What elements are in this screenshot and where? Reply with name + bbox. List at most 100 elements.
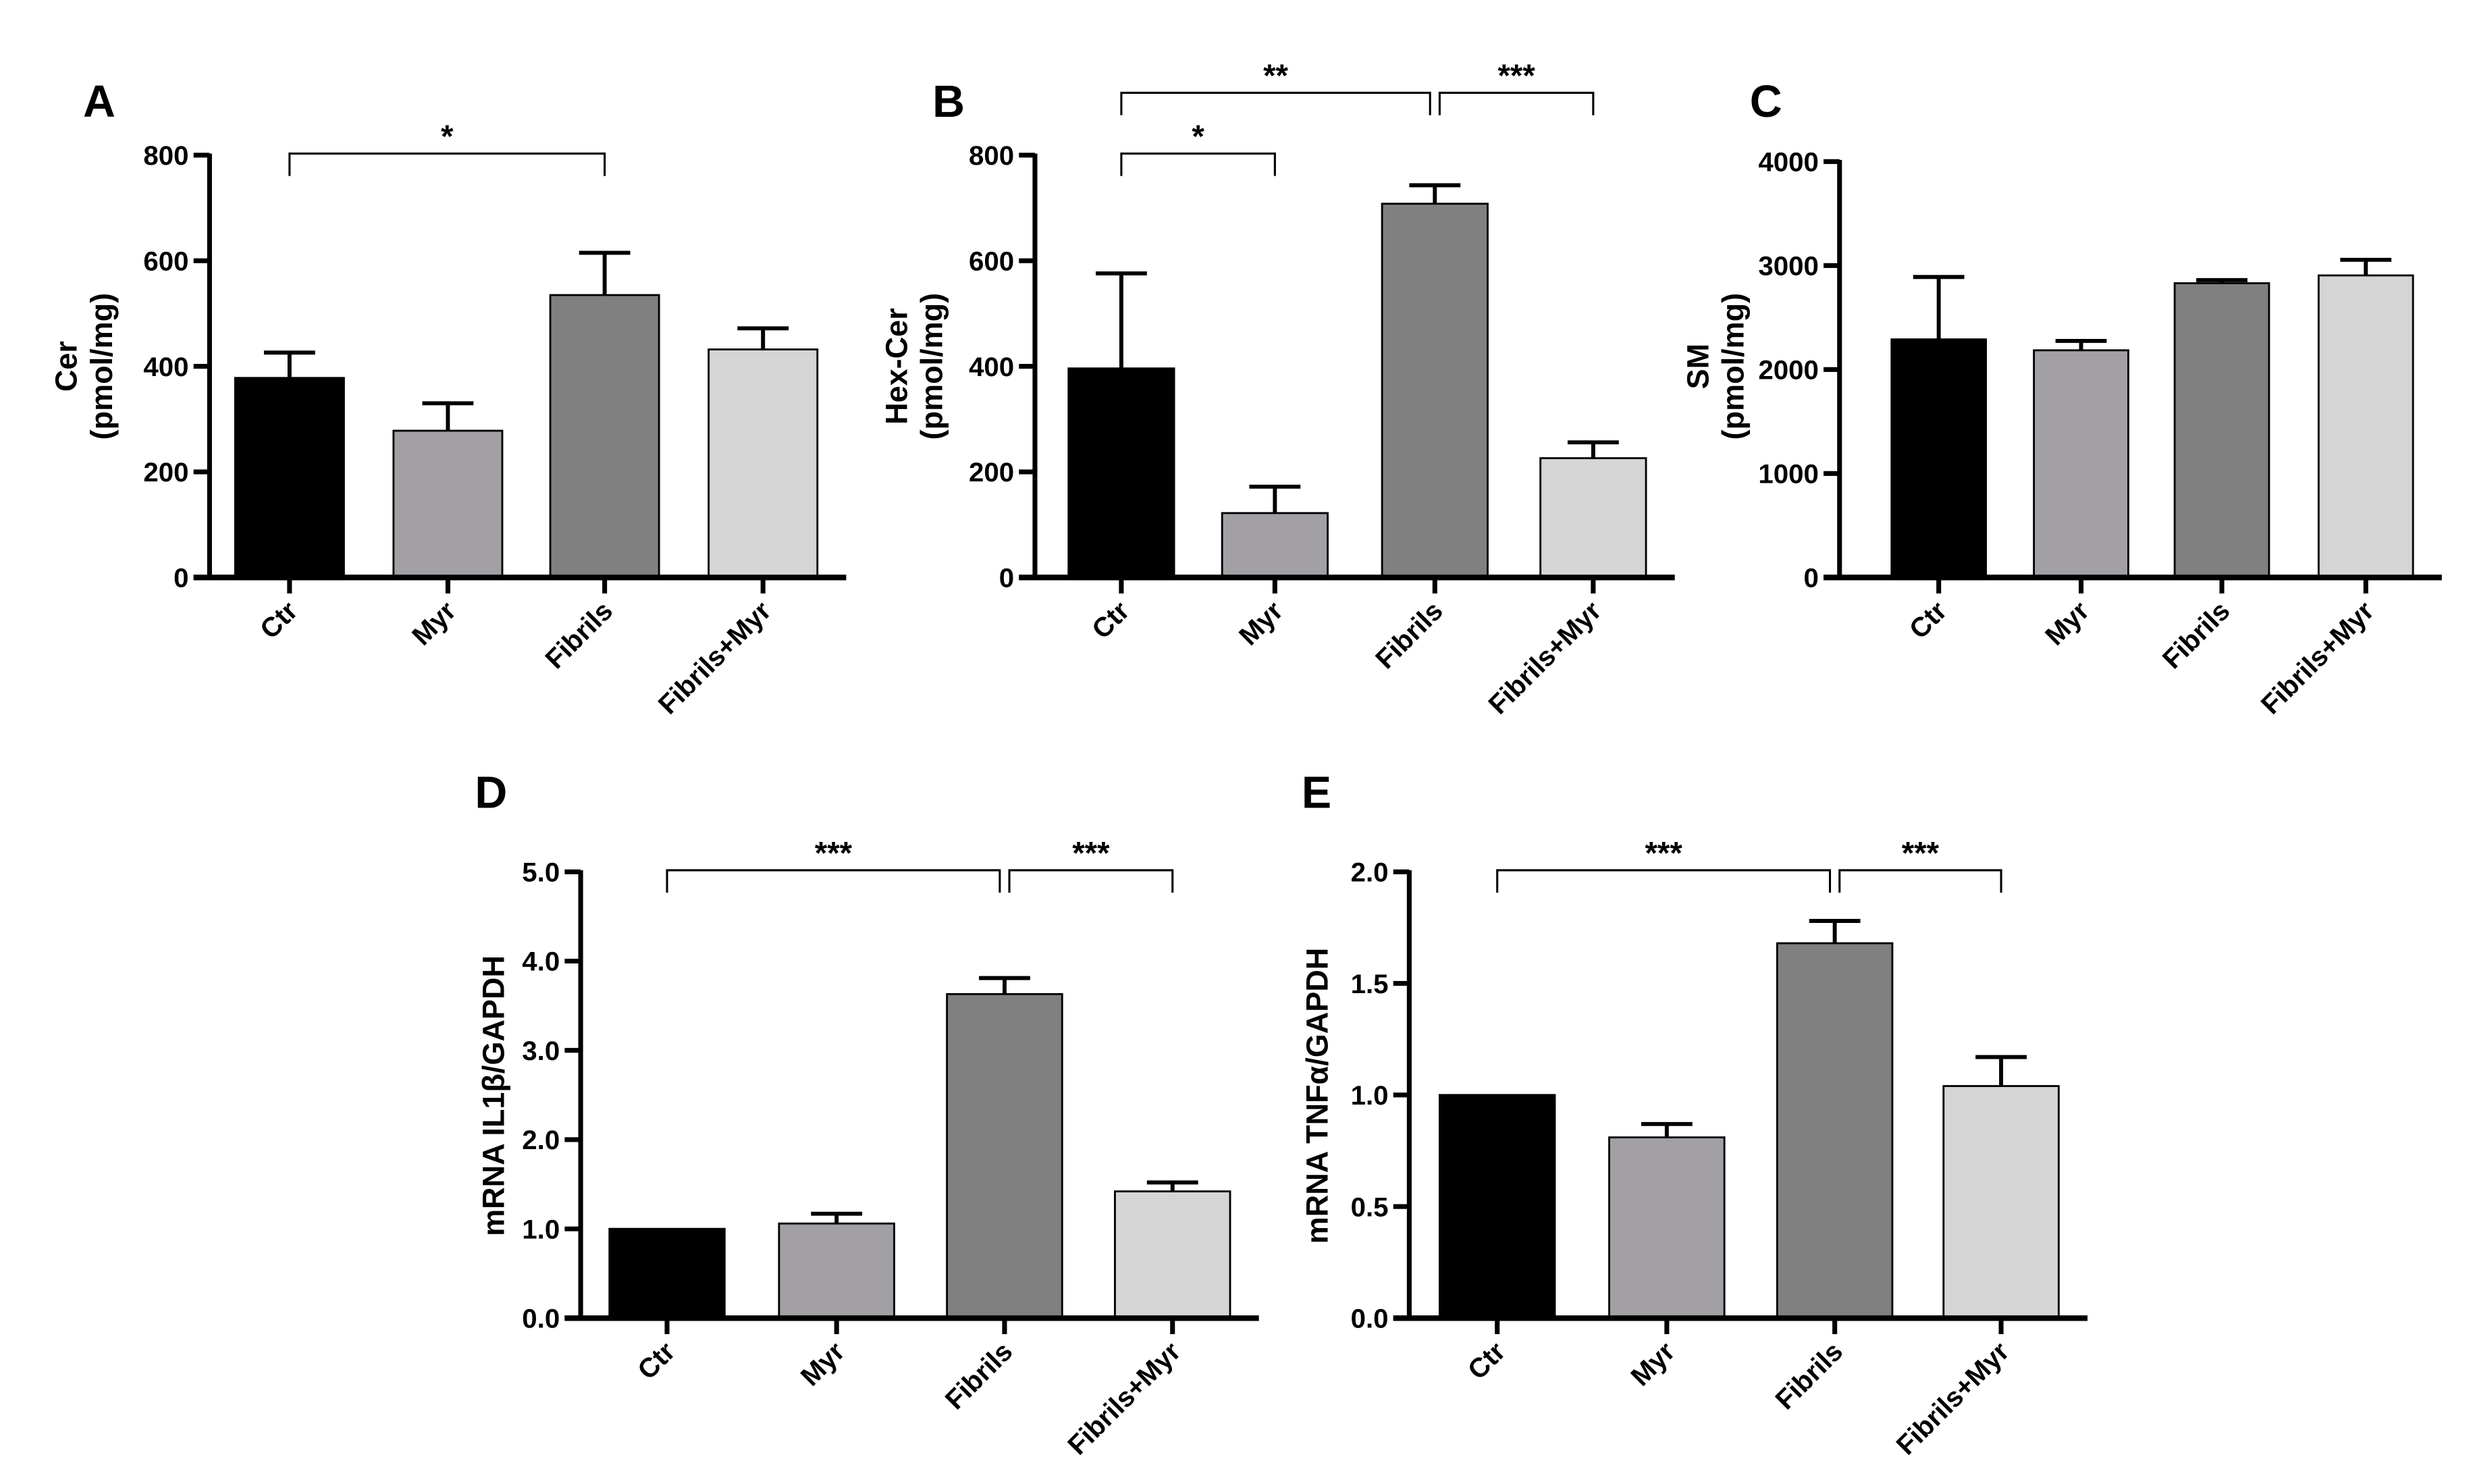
bar-0 — [608, 1227, 726, 1319]
bar-3 — [1942, 1085, 2060, 1319]
significance-bracket — [1496, 869, 1832, 893]
significance-bracket — [288, 152, 606, 176]
panel-label: E — [1302, 768, 1331, 818]
y-tick-label: 1.5 — [1351, 969, 1389, 999]
panel-label: B — [932, 77, 965, 127]
significance-bracket — [1008, 869, 1174, 893]
y-axis-title: SM — [1680, 344, 1715, 389]
y-tick-label: 600 — [143, 246, 188, 276]
y-axis-title: mRNA IL1β/GAPDH — [476, 955, 510, 1236]
y-axis-title: Cer — [49, 341, 84, 392]
significance-bracket — [1120, 152, 1276, 176]
x-tick-label: Fibrils+Myr — [652, 595, 777, 720]
x-tick-label: Myr — [795, 1336, 851, 1392]
significance-bracket — [1438, 91, 1595, 115]
x-tick-label: Fibrils+Myr — [1890, 1336, 2015, 1461]
panel-a: A 0 200 400 600 800 Ctr Myr Fibrils Fibrils+Myr Ce… — [49, 77, 847, 720]
x-tick-label: Ctr — [254, 595, 303, 645]
bar-2 — [549, 294, 660, 579]
panel-label: C — [1750, 77, 1782, 127]
y-axis-unit: (pmol/mg) — [84, 293, 119, 440]
significance-bracket — [666, 869, 1001, 893]
bar-0 — [1067, 367, 1175, 579]
panel-e: E 0.0 0.5 1.0 1.5 2.0 Ctr Myr Fibrils Fibrils+Myr… — [1300, 768, 2088, 1461]
significance-bracket — [1120, 91, 1431, 115]
y-tick-label: 0 — [174, 563, 188, 593]
significance-label: *** — [1497, 58, 1535, 94]
significance-label: *** — [1072, 835, 1110, 871]
significance-label: * — [1192, 119, 1204, 155]
y-tick-label: 400 — [143, 352, 188, 382]
x-tick-label: Fibrils — [1770, 1336, 1849, 1415]
bar-3 — [1114, 1190, 1231, 1319]
y-tick-label: 2.0 — [1351, 857, 1389, 888]
significance-bracket — [1838, 869, 2002, 893]
y-axis-unit: (pmol/mg) — [1716, 293, 1751, 440]
panel-c: C 0 1000 2000 3000 4000 Ctr Myr Fibrils Fibrils+M… — [1680, 77, 2442, 720]
y-tick-label: 0.0 — [522, 1304, 560, 1334]
x-tick-label: Fibrils+Myr — [1062, 1336, 1187, 1461]
panel-d: D 0.0 1.0 2.0 3.0 4.0 5.0 Ctr Myr Fibrils Fibrils+… — [475, 768, 1259, 1461]
y-tick-label: 200 — [969, 457, 1014, 487]
bar-1 — [1221, 512, 1329, 579]
y-tick-label: 5.0 — [522, 857, 560, 888]
panel-label: A — [83, 77, 115, 127]
significance-label: *** — [815, 835, 853, 871]
x-tick-label: Myr — [406, 595, 462, 652]
x-tick-label: Fibrils — [2156, 595, 2235, 674]
y-tick-label: 0.0 — [1351, 1304, 1389, 1334]
bar-2 — [946, 992, 1063, 1319]
y-tick-label: 1.0 — [522, 1214, 560, 1244]
x-tick-label: Myr — [1625, 1336, 1681, 1392]
y-axis-unit: (pmol/mg) — [915, 293, 949, 440]
x-tick-label: Fibrils — [1370, 595, 1449, 674]
significance-label: * — [441, 119, 454, 155]
bar-0 — [234, 377, 345, 579]
bar-1 — [1608, 1136, 1726, 1319]
bar-0 — [1438, 1094, 1556, 1319]
y-tick-label: 1000 — [1758, 459, 1819, 489]
y-tick-label: 2.0 — [522, 1125, 560, 1155]
x-tick-label: Fibrils+Myr — [2255, 595, 2380, 720]
bar-2 — [1776, 942, 1894, 1319]
x-tick-label: Ctr — [1086, 595, 1136, 645]
y-tick-label: 2000 — [1758, 355, 1819, 386]
bar-1 — [778, 1222, 895, 1319]
x-tick-label: Myr — [1233, 595, 1289, 652]
y-tick-label: 1.0 — [1351, 1080, 1389, 1111]
bar-2 — [2173, 282, 2270, 579]
x-tick-label: Ctr — [1903, 595, 1952, 645]
bar-1 — [2033, 349, 2129, 579]
y-tick-label: 200 — [143, 457, 188, 487]
x-tick-label: Ctr — [1462, 1336, 1511, 1385]
y-tick-label: 3000 — [1758, 251, 1819, 282]
y-axis-title: Hex-Cer — [879, 308, 913, 425]
panel-label: D — [475, 768, 507, 818]
y-tick-label: 0 — [999, 563, 1014, 593]
significance-label: ** — [1263, 58, 1288, 94]
significance-label: *** — [1902, 835, 1940, 871]
y-tick-label: 0.5 — [1351, 1192, 1389, 1222]
x-tick-label: Fibrils — [539, 595, 618, 674]
y-tick-label: 4000 — [1758, 147, 1819, 178]
bar-3 — [2317, 274, 2414, 579]
x-tick-label: Fibrils — [939, 1336, 1018, 1415]
bar-3 — [1539, 457, 1647, 579]
bar-0 — [1890, 338, 1987, 579]
y-tick-label: 400 — [969, 352, 1014, 382]
bar-3 — [708, 348, 819, 579]
x-tick-label: Ctr — [632, 1336, 681, 1385]
y-tick-label: 0 — [1804, 563, 1819, 593]
y-tick-label: 800 — [143, 140, 188, 171]
x-tick-label: Fibrils+Myr — [1483, 595, 1607, 720]
y-tick-label: 800 — [969, 140, 1014, 171]
y-axis-title: mRNA TNFα/GAPDH — [1300, 948, 1335, 1244]
x-tick-label: Myr — [2040, 595, 2096, 652]
y-tick-label: 4.0 — [522, 947, 560, 977]
y-tick-label: 600 — [969, 246, 1014, 276]
significance-label: *** — [1645, 835, 1682, 871]
panel-b: B 0 200 400 600 800 Ctr Myr Fibrils Fibrils+Myr He… — [879, 58, 1675, 720]
y-tick-label: 3.0 — [522, 1036, 560, 1066]
bar-2 — [1381, 203, 1489, 579]
